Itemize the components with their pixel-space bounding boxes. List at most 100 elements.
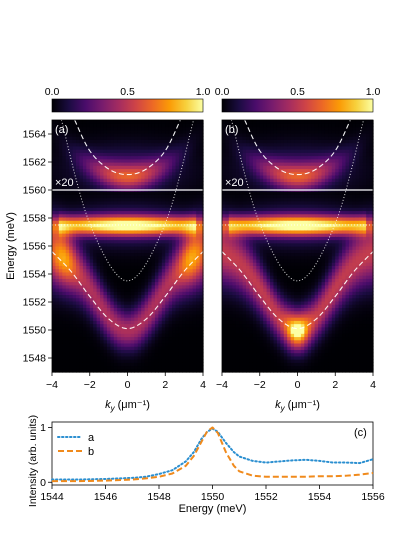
heatmap-a-cell — [175, 191, 180, 195]
heatmap-a-cell — [134, 229, 139, 234]
heatmap-a-cell — [178, 174, 184, 179]
heatmap-a-cell — [124, 136, 129, 140]
heatmap-b-cell — [239, 313, 244, 318]
heatmap-a-cell — [154, 275, 159, 279]
heatmap-a-cell — [52, 278, 57, 283]
heatmap-a-cell — [69, 226, 74, 231]
heatmap-a-cell — [103, 239, 108, 244]
heatmap-a-cell — [151, 265, 156, 270]
heatmap-b-cell — [246, 368, 251, 373]
heatmap-a-cell — [137, 181, 142, 186]
heatmap-a-cell — [106, 242, 111, 247]
heatmap-a-cell — [154, 200, 159, 205]
heatmap-a-cell — [120, 310, 125, 315]
heatmap-a-cell — [172, 242, 177, 247]
heatmap-a-cell — [154, 210, 159, 215]
heatmap-b-cell — [246, 362, 251, 367]
heatmap-a-cell — [192, 307, 197, 312]
heatmap-a-cell — [100, 326, 105, 331]
heatmap-a-cell — [96, 129, 101, 134]
heatmap-b-cell — [266, 362, 271, 367]
heatmap-a-cell — [141, 278, 146, 283]
heatmap-a-cell — [86, 258, 91, 263]
heatmap-a-cell — [189, 239, 194, 244]
heatmap-a-cell — [178, 126, 184, 131]
heatmap-a-cell — [96, 197, 101, 202]
heatmap-a-cell — [103, 136, 108, 140]
heatmap-a-cell — [89, 210, 94, 215]
heatmap-b-cell — [225, 352, 230, 357]
heatmap-a-cell — [65, 346, 70, 350]
heatmap-a-cell — [144, 168, 149, 173]
heatmap-b-cell — [256, 258, 261, 263]
heatmap-a-cell — [182, 281, 187, 286]
heatmap-b-cell — [270, 310, 275, 315]
heatmap-a-cell — [65, 297, 70, 302]
heatmap-a-cell — [110, 162, 115, 166]
heatmap-a-cell — [89, 184, 94, 189]
heatmap-a-cell — [89, 139, 94, 144]
heatmap-b-cell — [276, 275, 281, 279]
heatmap-b-cell — [259, 326, 264, 331]
heatmap-a-cell — [76, 207, 81, 212]
heatmap-b-cell — [280, 310, 285, 315]
heatmap-b-cell — [270, 323, 275, 328]
heatmap-b-cell — [263, 339, 268, 344]
heatmap-a-y-tick-label: 1562 — [23, 157, 47, 169]
heatmap-a-cell — [189, 226, 194, 231]
heatmap-a-cell — [82, 339, 87, 344]
heatmap-a-cell — [52, 262, 57, 266]
heatmap-a-cell — [82, 155, 87, 160]
heatmap-a-cell — [65, 207, 70, 212]
heatmap-b-cell — [263, 349, 268, 354]
heatmap-b-cell — [225, 204, 230, 208]
heatmap-a-cell — [82, 336, 87, 341]
heatmap-a-cell — [82, 168, 87, 173]
heatmap-a-cell — [151, 142, 156, 147]
heatmap-b-cell — [239, 297, 244, 302]
heatmap-a-cell — [72, 204, 77, 208]
heatmap-b-cell — [252, 307, 257, 312]
heatmap-a-cell — [106, 142, 111, 147]
heatmap-a-cell — [199, 204, 204, 208]
heatmap-a-cell — [130, 174, 135, 179]
heatmap-a-cell — [72, 365, 77, 370]
heatmap-b-cell — [287, 294, 292, 299]
heatmap-a-cell — [82, 210, 87, 215]
heatmap-a-cell — [130, 236, 135, 241]
heatmap-b-cell — [225, 304, 230, 308]
heatmap-b-cell — [276, 171, 281, 176]
heatmap-a-cell — [144, 207, 149, 212]
heatmap-a-cell — [192, 368, 197, 373]
heatmap-a-cell — [154, 152, 159, 157]
heatmap-a-cell — [141, 246, 146, 250]
heatmap-b-cell — [242, 200, 247, 205]
heatmap-a-cell — [117, 362, 122, 367]
heatmap-a-cell — [120, 210, 125, 215]
heatmap-a-cell — [199, 162, 204, 166]
heatmap-a-cell — [127, 229, 132, 234]
heatmap-a-cell — [154, 165, 159, 170]
heatmap-a-cell — [100, 278, 105, 283]
heatmap-a-cell — [178, 330, 184, 334]
heatmap-a-cell — [130, 255, 135, 260]
heatmap-b-cell — [259, 317, 264, 321]
heatmap-a-cell — [86, 207, 91, 212]
heatmap-a-cell — [141, 216, 146, 221]
heatmap-a-cell — [89, 326, 94, 331]
heatmap-a-cell — [58, 239, 63, 244]
heatmap-a-cell — [199, 262, 204, 266]
heatmap-a-cell — [134, 200, 139, 205]
heatmap-a-cell — [168, 216, 173, 221]
heatmap-b-cell — [273, 258, 278, 263]
heatmap-a-cell — [151, 136, 156, 140]
heatmap-b-cell — [280, 226, 285, 231]
heatmap-a-cell — [58, 326, 63, 331]
heatmap-a-cell — [127, 304, 132, 308]
heatmap-a-cell — [113, 265, 118, 270]
heatmap-a-cell — [96, 194, 101, 199]
heatmap-a-cell — [79, 268, 84, 273]
heatmap-a-cell — [79, 171, 84, 176]
heatmap-a-cell — [65, 291, 70, 296]
heatmap-a-cell — [93, 297, 98, 302]
